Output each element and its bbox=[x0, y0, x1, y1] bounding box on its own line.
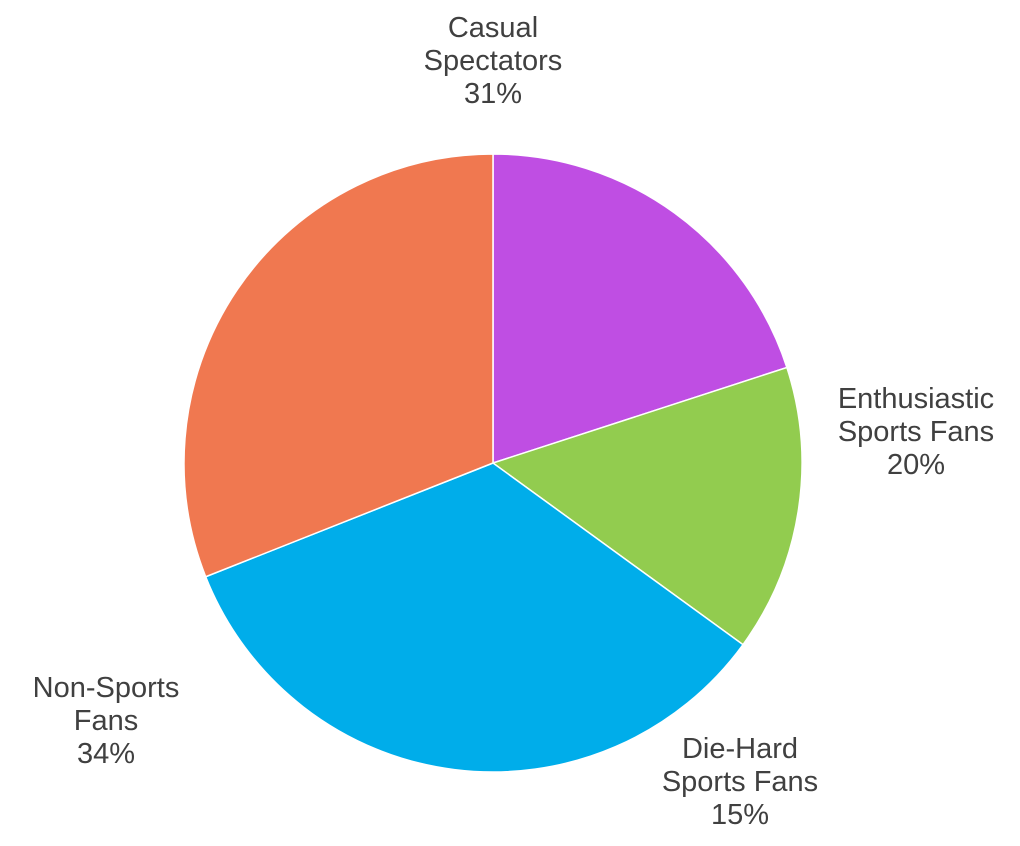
slice-label-enthusiastic-sports-fans: Enthusiastic Sports Fans 20% bbox=[838, 383, 994, 481]
pie-slice-non-sports-fans bbox=[204, 462, 745, 773]
pie-slice-die-hard-sports-fans bbox=[491, 366, 803, 646]
pie-slice-enthusiastic-sports-fans bbox=[492, 153, 788, 465]
pie-slice-casual-spectators bbox=[183, 153, 494, 578]
slice-label-casual-spectators: Casual Spectators 31% bbox=[424, 12, 563, 110]
slice-label-non-sports-fans: Non-Sports Fans 34% bbox=[33, 672, 180, 770]
slice-label-die-hard-sports-fans: Die-Hard Sports Fans 15% bbox=[662, 733, 818, 831]
pie-slices bbox=[183, 153, 803, 773]
slice-labels: Enthusiastic Sports Fans 20% Die-Hard Sports… bbox=[33, 12, 995, 831]
